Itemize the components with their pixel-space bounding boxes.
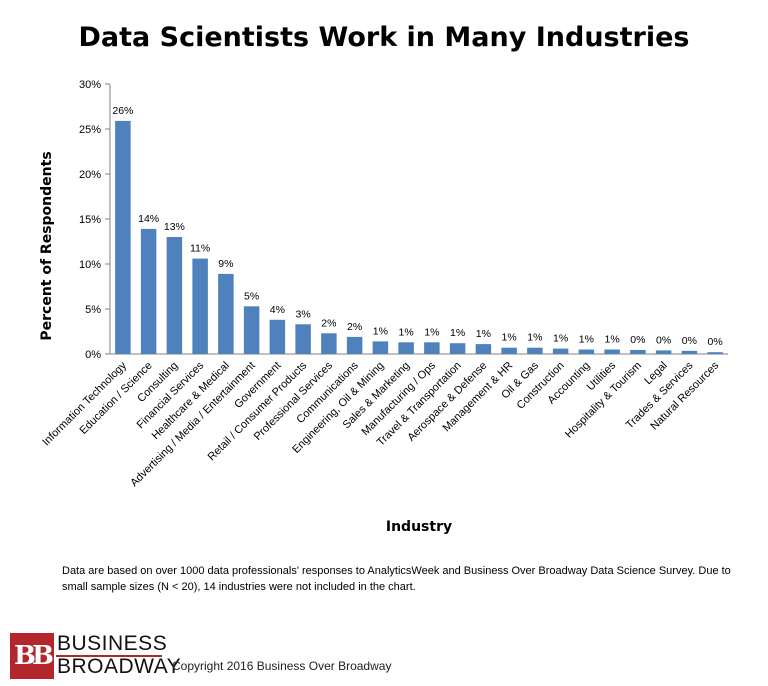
bar <box>527 347 543 354</box>
bar <box>295 324 311 354</box>
x-axis-label: Industry <box>386 519 452 535</box>
bar <box>218 273 234 354</box>
bar <box>269 319 286 354</box>
data-label: 0% <box>656 334 671 346</box>
value-labels: 26% 14% 13% 11% 9% 5% 4% 3% 2% 2% 1% 1% 1% 1% 1% 1% 1% 1%… <box>112 105 722 348</box>
data-label: 5% <box>244 290 259 302</box>
bar <box>243 306 260 354</box>
bar <box>604 349 620 354</box>
y-tick-label: 0% <box>85 349 101 361</box>
bar <box>707 352 723 354</box>
data-label: 1% <box>399 326 414 338</box>
y-tick-label: 5% <box>85 304 101 316</box>
data-label: 1% <box>579 334 594 346</box>
bar <box>346 336 363 354</box>
bar <box>372 341 389 354</box>
bar <box>552 348 569 354</box>
chart-title: Data Scientists Work in Many Industries <box>78 22 690 53</box>
data-label: 26% <box>112 105 133 117</box>
y-tick-label: 15% <box>79 214 101 226</box>
y-axis: 0% 5% 10% 15% 20% 25% 30% <box>79 79 728 361</box>
data-label: 1% <box>527 332 542 344</box>
data-label: 14% <box>138 213 159 225</box>
data-label: 9% <box>218 258 233 270</box>
bar <box>475 344 492 354</box>
data-label: 1% <box>605 334 620 346</box>
bar <box>501 347 517 354</box>
data-label: 3% <box>296 308 311 320</box>
bar <box>424 342 440 354</box>
bb-logo-icon: BB <box>10 633 54 679</box>
bar <box>655 350 672 354</box>
data-label: 11% <box>190 243 210 255</box>
bar-chart: 0% 5% 10% 15% 20% 25% 30% 26% 14% 13% 11% 9% 5% 4% 3%… <box>39 79 728 535</box>
y-tick-label: 25% <box>79 124 101 136</box>
bar <box>578 349 595 354</box>
data-label: 1% <box>553 333 568 345</box>
bar <box>321 333 337 354</box>
bar <box>115 120 131 355</box>
logo-word-business: BUSINESS <box>57 632 168 655</box>
data-label: 1% <box>373 325 388 337</box>
bars <box>115 120 723 355</box>
data-label: 4% <box>270 304 285 316</box>
y-tick-label: 30% <box>79 79 101 91</box>
data-label: 0% <box>630 334 645 346</box>
bar <box>398 342 414 354</box>
bar <box>630 349 646 354</box>
data-label: 2% <box>347 321 362 333</box>
logo-divider <box>56 655 162 657</box>
data-label: 0% <box>682 335 697 347</box>
data-label: 13% <box>164 221 185 233</box>
copyright-text: Copyright 2016 Business Over Broadway <box>172 659 392 673</box>
business-broadway-logo: BB BUSINESS BROADWAY <box>10 632 181 679</box>
data-label: 1% <box>450 327 465 339</box>
bar <box>449 343 466 354</box>
data-label: 0% <box>708 336 723 348</box>
data-label: 2% <box>321 317 336 329</box>
y-axis-label: Percent of Respondents <box>39 151 55 340</box>
bar <box>192 258 208 354</box>
bar <box>166 237 183 354</box>
bar <box>140 228 157 354</box>
data-label: 1% <box>424 326 439 338</box>
data-label: 1% <box>502 332 517 344</box>
footnote: Data are based on over 1000 data profess… <box>62 565 731 593</box>
y-tick-label: 10% <box>79 259 101 271</box>
data-label: 1% <box>476 328 491 340</box>
logo-word-broadway: BROADWAY <box>57 655 182 678</box>
y-tick-label: 20% <box>79 169 101 181</box>
bar <box>681 350 698 354</box>
